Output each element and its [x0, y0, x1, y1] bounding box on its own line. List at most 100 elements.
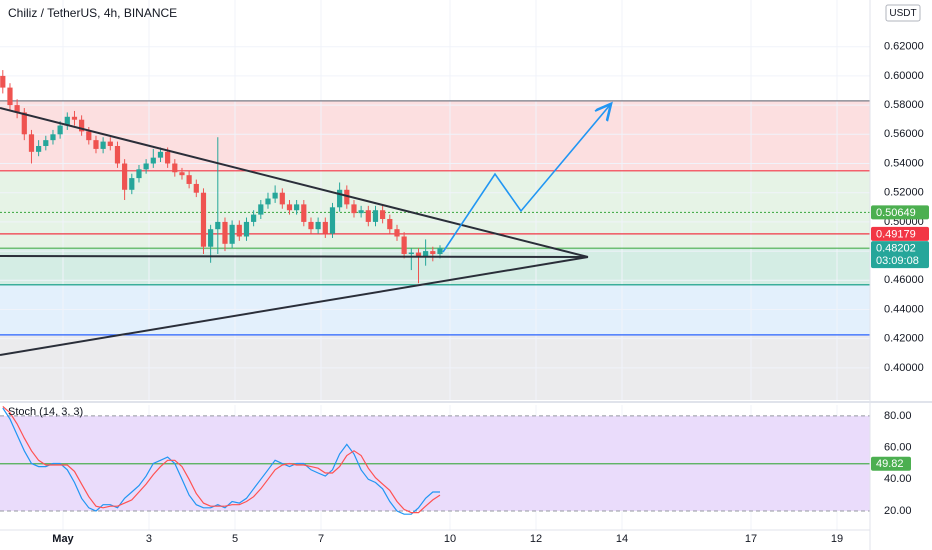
y-tick-label: 0.54000	[884, 157, 924, 169]
zone	[0, 248, 870, 285]
chart-title: Chiliz / TetherUS, 4h, BINANCE	[8, 6, 177, 20]
candle-body	[329, 207, 336, 234]
candle-body	[337, 189, 343, 208]
candle-body	[21, 112, 27, 135]
level-label: 49.82	[876, 458, 904, 470]
candle-body	[258, 204, 264, 215]
candle-body	[36, 145, 42, 152]
candle-body	[236, 224, 242, 237]
price-pane	[0, 0, 870, 400]
candle-body	[179, 172, 185, 176]
candle-body	[14, 105, 20, 113]
currency-label: USDT	[889, 8, 916, 19]
last-price-bg	[871, 241, 929, 269]
x-tick-label: 7	[318, 533, 324, 545]
indicator-title: Stoch (14, 3, 3)	[8, 406, 83, 418]
candle-body	[186, 175, 192, 184]
currency-badge[interactable]	[885, 4, 921, 22]
candle-body	[272, 192, 278, 199]
candle-body	[372, 210, 379, 222]
zone	[0, 170, 870, 249]
axes: 0.400000.420000.440000.460000.480000.500…	[52, 41, 929, 545]
price-label-bg	[871, 226, 929, 241]
x-tick-label: 14	[616, 533, 628, 545]
candle-body	[143, 163, 149, 170]
candle-body	[358, 210, 364, 214]
candle-body	[93, 140, 99, 149]
candle-body	[423, 251, 429, 257]
trend-line	[0, 255, 589, 258]
candle-body	[251, 214, 257, 222]
candle-body	[308, 221, 314, 230]
candle-body	[86, 131, 92, 141]
candle-body	[193, 183, 199, 193]
y-tick-label: 60.00	[884, 442, 912, 454]
candle-body	[64, 116, 70, 126]
stoch-line	[2, 405, 441, 514]
candle-body	[294, 204, 300, 211]
candle-body	[71, 116, 78, 120]
zone	[0, 100, 870, 171]
y-tick-label: 0.60000	[884, 70, 924, 82]
candle-body	[301, 204, 307, 222]
candle-body	[28, 134, 35, 152]
candle-body	[172, 163, 178, 173]
x-tick-label: 5	[232, 533, 238, 545]
candle-body	[344, 189, 350, 205]
x-tick-label: 19	[831, 533, 843, 545]
candle-body	[265, 198, 271, 205]
candle-body	[107, 141, 113, 146]
countdown: 03:09:08	[876, 255, 919, 267]
candle-body	[57, 125, 63, 135]
candle-body	[157, 151, 164, 158]
x-tick-label: May	[52, 533, 74, 545]
candle-body	[415, 252, 422, 257]
candle-body	[129, 178, 135, 190]
candle-body	[0, 75, 6, 88]
last-price-label: 0.48202	[876, 243, 916, 255]
x-tick-label: 3	[146, 533, 152, 545]
candle-body	[79, 119, 85, 132]
candle-body	[50, 134, 56, 141]
candle-body	[322, 221, 328, 234]
stoch-pane	[0, 405, 870, 530]
candle-body	[100, 141, 106, 149]
candle-body	[208, 229, 214, 247]
price-label-bg	[871, 205, 929, 220]
drawings	[0, 105, 610, 356]
y-tick-label: 0.46000	[884, 274, 924, 286]
candle-body	[394, 229, 400, 237]
candle-body	[351, 204, 357, 214]
candle-body	[401, 236, 407, 255]
y-tick-label: 0.52000	[884, 187, 924, 199]
y-tick-label: 0.40000	[884, 362, 924, 374]
y-tick-label: 0.56000	[884, 128, 924, 140]
candle-body	[222, 221, 228, 244]
candle-body	[200, 192, 207, 247]
y-tick-label: 0.58000	[884, 99, 924, 111]
candle-body	[279, 192, 285, 205]
y-tick-label: 40.00	[884, 473, 912, 485]
candle-body	[365, 210, 371, 222]
y-tick-label: 0.44000	[884, 303, 924, 315]
candle-body	[243, 221, 250, 237]
y-tick-label: 0.42000	[884, 333, 924, 345]
candle-body	[437, 248, 443, 255]
price-label: 0.49179	[876, 228, 916, 240]
x-tick-label: 10	[444, 533, 456, 545]
candle-body	[150, 157, 156, 164]
candle-body	[43, 140, 49, 146]
projection-arrow	[442, 105, 610, 253]
candle-body	[215, 221, 221, 230]
y-tick-label: 0.62000	[884, 41, 924, 53]
y-tick-label: 80.00	[884, 410, 912, 422]
candle-body	[380, 210, 386, 219]
candle-body	[114, 145, 121, 164]
y-tick-label: 20.00	[884, 505, 912, 517]
candle-body	[315, 221, 321, 230]
x-tick-label: 17	[745, 533, 757, 545]
candle-body	[122, 163, 128, 190]
price-label: 0.50649	[876, 207, 916, 219]
candle-body	[7, 87, 13, 106]
